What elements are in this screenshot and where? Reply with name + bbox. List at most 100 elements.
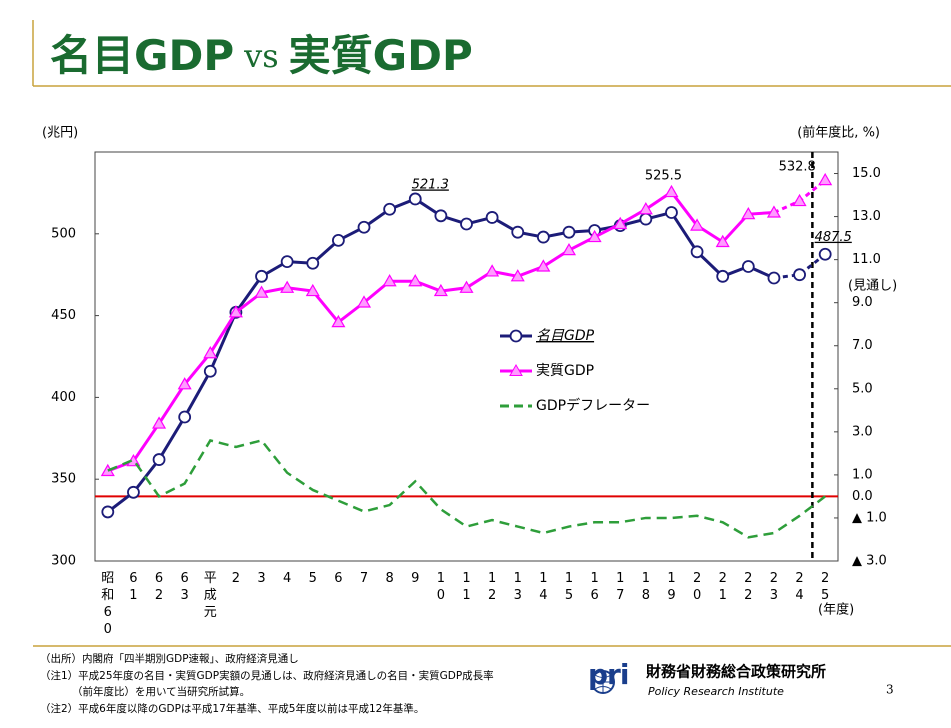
point: [690, 218, 705, 231]
legend-item: 実質GDP: [500, 363, 594, 379]
x-tick-label: 2: [231, 571, 241, 586]
point: [741, 206, 756, 220]
x-tick-label: 11: [462, 571, 471, 603]
point: [408, 192, 422, 206]
point: [331, 314, 346, 328]
x-tick-label: 14: [539, 571, 548, 603]
note: （前年度比）を用いて当研究所試算。: [72, 686, 251, 698]
x-tick-label: 7: [359, 571, 369, 586]
point: [382, 274, 397, 287]
y-tick-label: 400: [51, 390, 76, 405]
x-tick-label: 23: [769, 571, 779, 603]
logo-globe-lines: [592, 671, 614, 693]
point: [690, 245, 704, 259]
x-tick-label: 21: [718, 571, 727, 603]
title-part: 名目GDP: [50, 31, 234, 80]
point: [459, 280, 474, 293]
point: [510, 269, 525, 282]
org-name: 財務省財務総合政策研究所: [645, 663, 826, 681]
forecast-label: (見通し): [848, 279, 897, 294]
x-tick-label: 4: [283, 571, 292, 586]
y-axis-label: (兆円): [42, 126, 78, 141]
y-tick-label: 450: [51, 308, 76, 323]
y-tick-label: 300: [51, 554, 76, 569]
note: （出所）内閣府「四半期別GDP速報」、政府経済見通し: [40, 653, 299, 665]
point: [818, 247, 832, 261]
x-tick-label: 6: [334, 571, 343, 586]
point: [792, 193, 807, 207]
point: [255, 269, 268, 283]
y2-tick-label: ▲ 3.0: [852, 554, 887, 569]
series: [107, 439, 826, 539]
x-tick-label: 25: [821, 571, 830, 603]
point: [716, 269, 730, 283]
x-tick-label: 18: [641, 571, 650, 603]
point: [101, 505, 115, 519]
legend-label: GDPデフレーター: [536, 397, 650, 414]
series-line: [773, 253, 827, 280]
y2-tick-label: 3.0: [852, 424, 873, 439]
point: [203, 346, 218, 359]
x-tick-label: 12: [487, 571, 497, 603]
point: [766, 205, 781, 218]
series-line: [107, 190, 775, 473]
point: [536, 230, 550, 244]
x-tick-label: 13: [513, 571, 522, 603]
x-tick-label: 15: [564, 571, 574, 603]
y2-tick-label: 1.0: [852, 467, 873, 482]
point: [434, 209, 448, 223]
point: [460, 217, 473, 231]
point: [561, 242, 577, 256]
point: [818, 172, 833, 186]
point: [152, 416, 167, 429]
data-label: 525.5: [645, 169, 682, 184]
point: [356, 295, 372, 308]
x-tick-label: 61: [129, 571, 138, 603]
point: [177, 377, 192, 390]
y2-tick-label: ▲ 1.0: [852, 510, 887, 525]
point: [254, 285, 269, 298]
y2-tick-label: 11.0: [852, 252, 881, 267]
series-line: [107, 439, 826, 539]
x-tick-label: 24: [795, 571, 804, 603]
y-tick-label: 500: [51, 226, 76, 241]
legend-item: 名目GDP: [500, 328, 595, 344]
point: [665, 206, 678, 219]
point: [357, 220, 371, 234]
y2-tick-label: 15.0: [852, 166, 881, 181]
title-part: 実質GDP: [289, 31, 473, 80]
point: [178, 410, 192, 424]
point: [587, 229, 602, 243]
x-tick-label: 63: [180, 571, 189, 603]
point: [767, 271, 781, 285]
point: [562, 225, 576, 239]
title-part: vs: [243, 37, 279, 75]
y2-axis-label: (前年度比, %): [797, 125, 880, 141]
point: [536, 259, 551, 272]
x-tick-label: 10: [436, 571, 446, 603]
point: [485, 211, 499, 224]
point: [639, 212, 653, 226]
logo-text: pri: [588, 658, 628, 691]
logo: pri 財務省財務総合政策研究所 Policy Research Institu…: [588, 658, 826, 698]
point: [228, 305, 243, 318]
y2-tick-label: 13.0: [852, 209, 881, 224]
point: [383, 202, 397, 216]
plot-frame: [94, 151, 839, 562]
legend-item: GDPデフレーター: [500, 397, 650, 414]
data-label: 532.8: [779, 160, 816, 175]
point: [793, 268, 806, 282]
data-label: 521.3: [412, 177, 449, 192]
y-tick-label: 350: [51, 472, 76, 487]
data-label: 487.5: [815, 230, 852, 245]
x-tick-label: 16: [590, 571, 599, 603]
point: [715, 234, 730, 248]
point: [613, 216, 628, 230]
note: （注2）平成6年度以降のGDPは平成17年基準、平成5年度以前は平成12年基準。: [40, 703, 425, 715]
point: [638, 202, 653, 215]
page-number: 3: [886, 683, 894, 697]
point: [152, 453, 166, 466]
x-tick-label: 8: [385, 571, 394, 586]
y2-tick-label: 7.0: [852, 338, 873, 353]
